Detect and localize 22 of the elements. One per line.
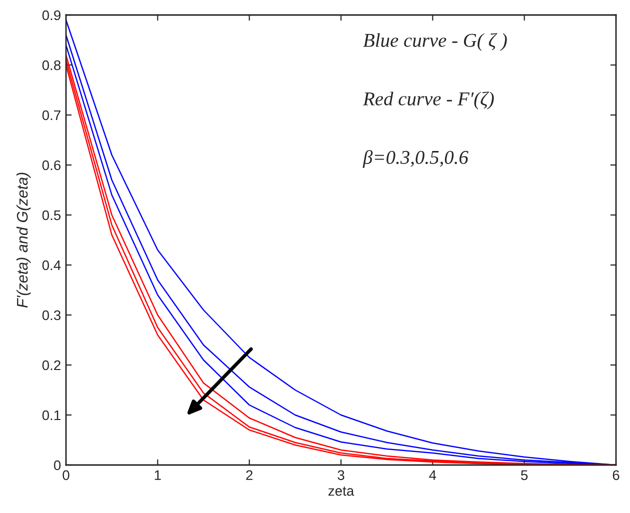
x-axis-title: zeta bbox=[328, 486, 354, 496]
x-tick-label: 5 bbox=[521, 470, 528, 480]
y-tick-label: 0.4 bbox=[42, 260, 61, 270]
annotation: β=0.3,0.5,0.6 bbox=[362, 150, 468, 168]
y-tick-label: 0.9 bbox=[42, 10, 60, 20]
x-tick-label: 3 bbox=[338, 470, 344, 480]
y-tick-label: 0.5 bbox=[42, 210, 61, 220]
annotation: Red curve - F′(ζ) bbox=[362, 92, 494, 110]
y-tick-label: 0.8 bbox=[42, 60, 61, 70]
y-tick-label: 0.3 bbox=[42, 310, 61, 320]
x-tick-label: 0 bbox=[62, 470, 70, 480]
x-tick-label: 2 bbox=[246, 470, 252, 480]
y-tick-label: 0.1 bbox=[42, 410, 60, 420]
y-tick-label: 0.6 bbox=[42, 160, 61, 170]
x-tick-label: 1 bbox=[154, 470, 161, 480]
x-tick-label: 4 bbox=[429, 470, 436, 480]
x-tick-label: 6 bbox=[612, 470, 620, 480]
y-axis-title: F'(zeta) and G(zeta) bbox=[16, 172, 31, 308]
y-tick-label: 0.7 bbox=[42, 110, 60, 120]
annotation: Blue curve - G( ζ ) bbox=[363, 33, 507, 51]
y-tick-label: 0 bbox=[54, 460, 61, 470]
y-tick-label: 0.2 bbox=[42, 360, 60, 370]
